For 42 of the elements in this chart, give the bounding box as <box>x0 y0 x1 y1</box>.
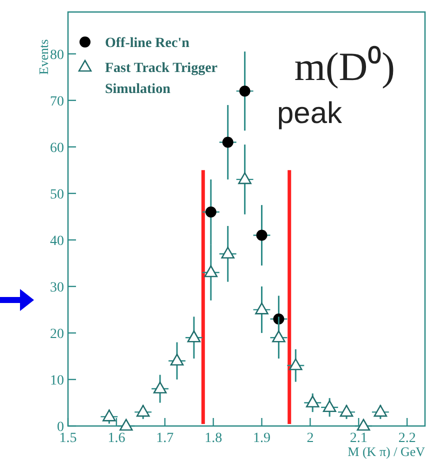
x-tick-label: 2.2 <box>398 431 416 446</box>
y-tick-label: 80 <box>50 48 64 63</box>
point <box>356 418 370 431</box>
x-tick-label: 2 <box>306 431 314 446</box>
x-tick-label: 1.6 <box>108 431 126 446</box>
y-axis-title: Events <box>36 39 51 75</box>
x-axis-title: M (K π) / GeV <box>348 444 426 459</box>
point <box>238 172 252 184</box>
x-tick-label: 1.9 <box>253 431 271 446</box>
y-tick-label: 20 <box>50 326 64 342</box>
point <box>255 302 268 314</box>
point <box>322 400 336 412</box>
point <box>374 404 388 417</box>
x-tick-label: 2.1 <box>350 431 368 446</box>
point <box>272 330 286 342</box>
point <box>222 136 234 148</box>
point <box>289 358 302 370</box>
point <box>205 206 216 218</box>
point <box>136 404 150 417</box>
point <box>306 396 320 408</box>
point <box>187 330 201 342</box>
y-tick-label: 70 <box>50 94 64 110</box>
x-tick-label: 1.5 <box>59 431 77 446</box>
legend-label: Fast Track Trigger Simulation <box>105 61 218 97</box>
y-tick-label: 30 <box>50 280 64 296</box>
legend-label: Off-line Rec'n <box>105 36 190 51</box>
point <box>239 86 250 97</box>
point <box>256 230 268 241</box>
y-tick-label: 60 <box>50 140 64 156</box>
point <box>340 404 354 417</box>
point <box>221 246 234 259</box>
annotation: m(D⁰) <box>294 44 395 89</box>
point <box>119 418 133 431</box>
point <box>153 382 167 394</box>
x-tick-label: 1.7 <box>156 431 174 446</box>
y-tick-label: 10 <box>50 373 64 388</box>
point <box>204 265 218 278</box>
y-tick-label: 40 <box>50 234 64 249</box>
point <box>170 354 184 366</box>
y-tick-label: 50 <box>50 187 64 202</box>
annotation: peak <box>277 97 344 130</box>
x-tick-label: 1.8 <box>204 431 222 446</box>
